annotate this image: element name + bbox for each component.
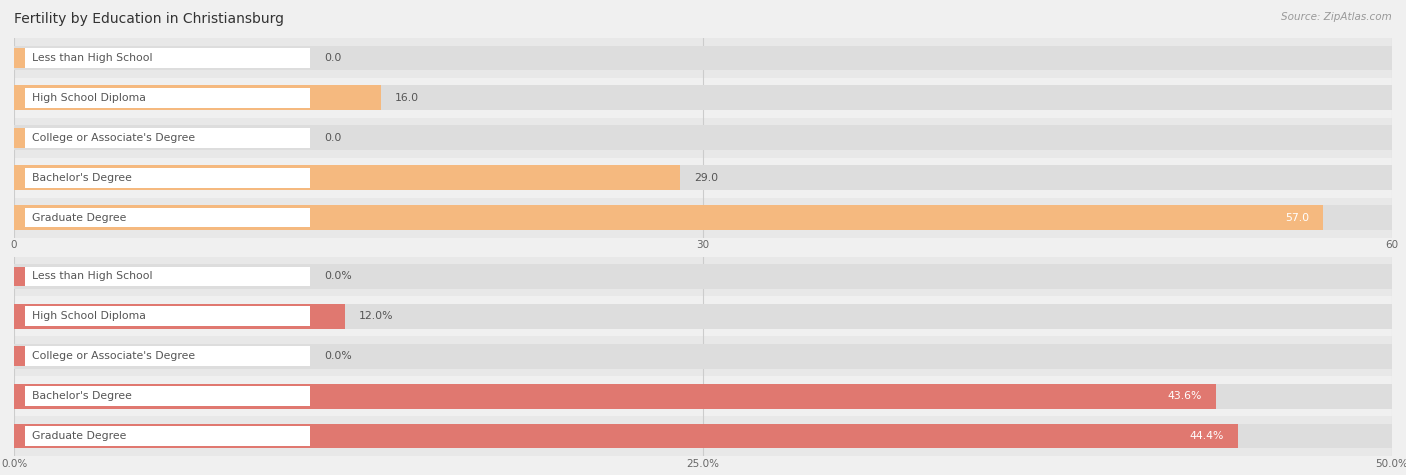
Bar — [14, 426, 311, 446]
Bar — [14, 346, 311, 366]
Bar — [14, 48, 25, 68]
Bar — [14, 208, 25, 228]
Bar — [14, 266, 25, 286]
Bar — [14, 118, 1392, 158]
Text: Source: ZipAtlas.com: Source: ZipAtlas.com — [1281, 12, 1392, 22]
Text: 16.0: 16.0 — [395, 93, 419, 103]
Bar — [14, 165, 1392, 190]
Bar — [14, 346, 25, 366]
Bar — [14, 86, 381, 110]
Bar — [14, 426, 25, 446]
Text: 0.0%: 0.0% — [325, 351, 352, 361]
Bar — [14, 296, 1392, 336]
Text: Graduate Degree: Graduate Degree — [32, 212, 127, 223]
Text: Bachelor's Degree: Bachelor's Degree — [32, 391, 132, 401]
Text: Bachelor's Degree: Bachelor's Degree — [32, 172, 132, 183]
Bar — [14, 158, 1392, 198]
Bar — [14, 88, 311, 108]
Bar — [14, 386, 25, 406]
Text: 0.0: 0.0 — [325, 53, 342, 63]
Bar — [14, 304, 344, 329]
Text: 12.0%: 12.0% — [359, 311, 394, 322]
Bar — [14, 168, 311, 188]
Bar — [14, 376, 1392, 416]
Bar — [14, 386, 311, 406]
Bar — [14, 208, 311, 228]
Text: 0.0: 0.0 — [325, 133, 342, 143]
Bar — [14, 38, 1392, 78]
Bar — [14, 48, 311, 68]
Bar — [14, 86, 1392, 110]
Text: 29.0: 29.0 — [693, 172, 718, 183]
Bar — [14, 424, 1237, 448]
Text: High School Diploma: High School Diploma — [32, 93, 146, 103]
Bar — [14, 125, 1392, 150]
Bar — [14, 306, 25, 326]
Text: 43.6%: 43.6% — [1167, 391, 1202, 401]
Bar — [14, 306, 311, 326]
Bar — [14, 344, 1392, 369]
Bar — [14, 128, 311, 148]
Bar — [14, 165, 681, 190]
Bar — [14, 46, 1392, 70]
Text: 0.0%: 0.0% — [325, 271, 352, 282]
Text: Graduate Degree: Graduate Degree — [32, 431, 127, 441]
Bar — [14, 78, 1392, 118]
Text: Less than High School: Less than High School — [32, 271, 152, 282]
Bar — [14, 205, 1323, 230]
Bar — [14, 336, 1392, 376]
Text: Less than High School: Less than High School — [32, 53, 152, 63]
Bar — [14, 424, 1392, 448]
Text: 57.0: 57.0 — [1285, 212, 1309, 223]
Bar — [14, 384, 1392, 408]
Text: 44.4%: 44.4% — [1189, 431, 1223, 441]
Bar — [14, 205, 1392, 230]
Bar — [14, 266, 311, 286]
Bar — [14, 416, 1392, 456]
Text: High School Diploma: High School Diploma — [32, 311, 146, 322]
Bar — [14, 88, 25, 108]
Bar — [14, 384, 1216, 408]
Text: Fertility by Education in Christiansburg: Fertility by Education in Christiansburg — [14, 12, 284, 26]
Bar — [14, 198, 1392, 238]
Bar — [14, 168, 25, 188]
Bar — [14, 128, 25, 148]
Text: College or Associate's Degree: College or Associate's Degree — [32, 133, 195, 143]
Bar — [14, 304, 1392, 329]
Text: College or Associate's Degree: College or Associate's Degree — [32, 351, 195, 361]
Bar — [14, 264, 1392, 289]
Bar — [14, 256, 1392, 296]
